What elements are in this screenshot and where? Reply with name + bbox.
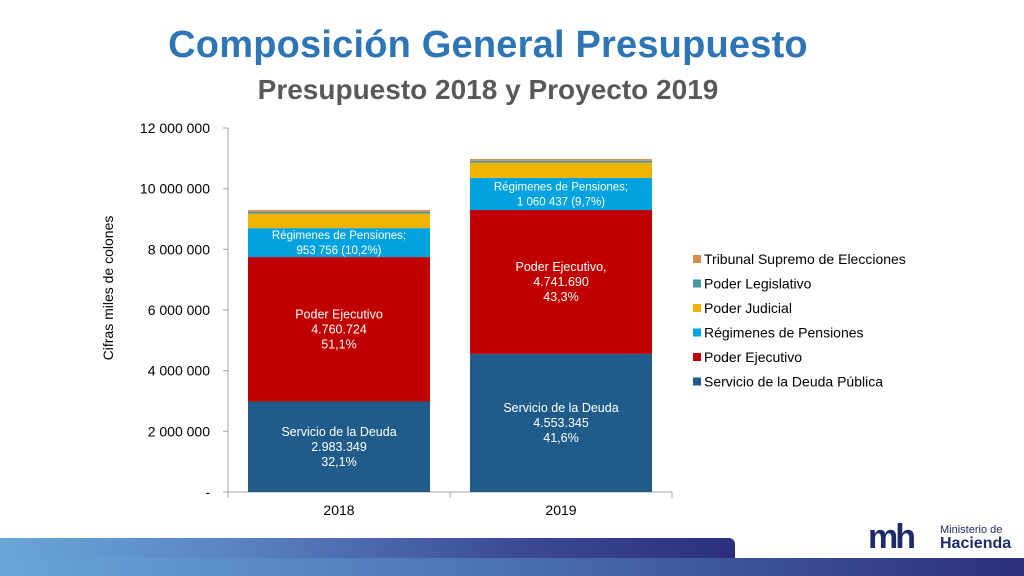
data-label: 4.760.724 — [311, 322, 367, 336]
logo-text-ministerio: Ministerio de — [940, 524, 1003, 536]
bar-segment-2018-4 — [248, 211, 430, 214]
data-label: 1 060 437 (9,7%) — [517, 196, 605, 208]
y-tick-label: 10 000 000 — [140, 181, 210, 197]
bar-segment-2018-1 — [248, 257, 430, 402]
y-axis-title: Cifras miles de colones — [100, 216, 116, 361]
data-label: 2.983.349 — [311, 440, 367, 454]
legend-item: Poder Judicial — [704, 300, 792, 316]
legend-item: Régimenes de Pensiones — [704, 325, 864, 341]
y-tick-label: 8 000 000 — [148, 241, 210, 257]
legend-swatch — [693, 255, 701, 263]
data-label: Poder Ejecutivo — [295, 307, 383, 321]
y-tick-label: 12 000 000 — [140, 120, 210, 136]
bar-segment-2019-5 — [470, 159, 652, 161]
ministerio-logo: mh Ministerio de Hacienda — [868, 516, 1012, 556]
data-label: 51,1% — [321, 337, 356, 351]
data-label: 41,6% — [543, 431, 578, 445]
y-tick-label: - — [205, 484, 210, 500]
legend-swatch — [693, 279, 701, 288]
bar-segment-2019-1 — [470, 210, 652, 354]
bar-segment-2019-0 — [470, 353, 652, 492]
bar-segment-2018-3 — [248, 213, 430, 229]
bar-segment-2019-3 — [470, 162, 652, 178]
data-label: 32,1% — [321, 455, 356, 469]
footer-band-strip — [0, 558, 1024, 576]
legend-swatch — [693, 377, 701, 386]
data-label: 43,3% — [543, 290, 578, 304]
bar-segment-2019-4 — [470, 160, 652, 163]
chart-subtitle: Presupuesto 2018 y Proyecto 2019 — [257, 74, 719, 105]
logo-text-hacienda: Hacienda — [940, 535, 1012, 552]
bar-segment-2019-2 — [470, 177, 652, 211]
data-label: Poder Ejecutivo, — [515, 260, 606, 274]
y-tick-label: 4 000 000 — [148, 363, 210, 379]
data-label: 4.741.690 — [533, 275, 589, 289]
legend-item: Tribunal Supremo de Elecciones — [704, 251, 906, 267]
y-tick-label: 2 000 000 — [148, 423, 210, 439]
bar-segment-2018-0 — [248, 401, 430, 492]
data-label: Servicio de la Deuda — [281, 425, 396, 439]
y-tick-label: 6 000 000 — [148, 302, 210, 318]
x-tick-label: 2018 — [323, 502, 354, 518]
x-tick-label: 2019 — [545, 502, 576, 518]
legend-swatch — [693, 328, 701, 337]
legend-swatch — [693, 304, 701, 312]
data-label: Servicio de la Deuda — [503, 401, 618, 415]
bar-segment-2018-2 — [248, 228, 430, 258]
data-label: 4.553.345 — [533, 416, 589, 430]
legend-item: Poder Legislativo — [704, 276, 812, 292]
data-label: Régimenes de Pensiones; — [272, 230, 406, 242]
data-label: Régimenes de Pensiones; — [494, 181, 628, 193]
logo-mark-icon: mh — [868, 518, 916, 556]
legend-item: Servicio de la Deuda Pública — [704, 374, 883, 390]
legend-swatch — [693, 353, 701, 361]
bar-segment-2018-5 — [248, 209, 430, 212]
data-label: 953 756 (10,2%) — [296, 245, 381, 257]
legend-item: Poder Ejecutivo — [704, 349, 802, 365]
chart-title: Composición General Presupuesto — [168, 24, 808, 66]
